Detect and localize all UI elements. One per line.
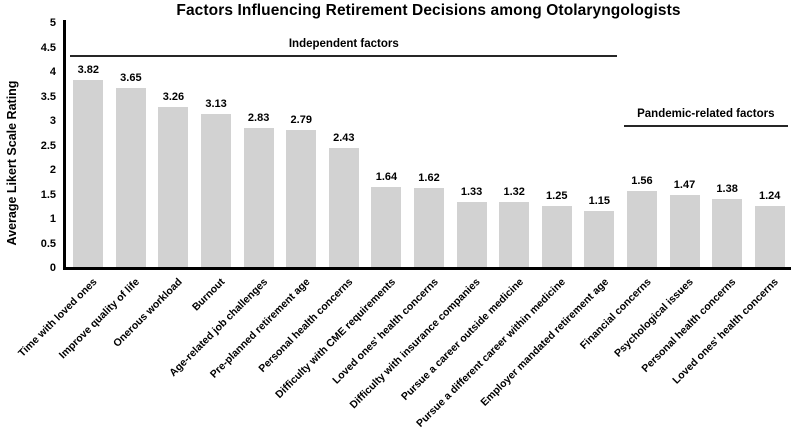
y-tick-label: 0 <box>49 262 56 274</box>
bar <box>669 194 700 267</box>
x-tick-label: Financial concerns <box>577 276 654 352</box>
bar <box>584 210 615 267</box>
y-tick-label: 4 <box>49 66 56 78</box>
bar-value-label: 2.83 <box>247 112 270 125</box>
bar-value-label: 3.65 <box>120 72 142 85</box>
bar-value-label: 1.56 <box>631 174 653 187</box>
y-tick-label: 3 <box>49 115 56 127</box>
bar <box>414 187 444 267</box>
bar <box>201 113 232 267</box>
chart-title: Factors Influencing Retirement Decisions… <box>176 2 681 19</box>
y-tick-label: 2.5 <box>40 139 56 152</box>
bar-value-label: 1.25 <box>546 189 568 202</box>
bar <box>115 88 146 267</box>
group-annotation-line <box>623 125 788 127</box>
bar-value-label: 1.38 <box>716 183 738 196</box>
x-tick-label: Psychological issues <box>612 276 697 360</box>
bar <box>73 79 104 267</box>
bar <box>243 128 274 267</box>
y-tick-label: 2 <box>49 164 56 176</box>
bar <box>286 130 317 267</box>
bar-value-label: 1.33 <box>460 185 483 198</box>
bar-value-label: 3.26 <box>162 91 185 104</box>
bar-value-label: 2.43 <box>333 131 355 144</box>
bar-value-label: 1.64 <box>375 170 398 183</box>
x-tick-label: Time with loved ones <box>16 276 100 360</box>
bar <box>456 201 487 267</box>
bar <box>371 186 402 267</box>
bar-value-label: 1.62 <box>418 171 440 184</box>
bar-value-label: 1.32 <box>503 186 525 199</box>
bar <box>499 202 530 267</box>
bar <box>712 199 743 267</box>
y-tick-label: 1 <box>49 213 56 225</box>
bar-value-label: 1.47 <box>673 178 696 191</box>
bar <box>541 205 572 267</box>
group-annotation-label: Independent factors <box>288 38 399 50</box>
y-tick-label: 5 <box>49 17 56 29</box>
bar <box>754 206 785 267</box>
x-axis-line <box>63 267 791 270</box>
y-tick-label: 3.5 <box>40 90 56 103</box>
group-annotation-label: Pandemic-related factors <box>637 108 775 120</box>
x-tick-label: Pursue a different career within medicin… <box>414 276 569 430</box>
y-tick-label: 1.5 <box>40 188 56 201</box>
y-axis-line <box>63 20 66 270</box>
x-tick-label: Burnout <box>190 276 228 314</box>
group-annotation-line <box>70 55 618 57</box>
y-tick-label: 4.5 <box>40 41 56 54</box>
bar-value-label: 3.13 <box>205 97 227 110</box>
bar <box>328 147 359 267</box>
bar-value-label: 2.79 <box>290 114 312 127</box>
bar-value-label: 1.15 <box>588 194 611 207</box>
bar-value-label: 3.82 <box>77 63 99 76</box>
y-tick-label: 0.5 <box>40 237 56 250</box>
bar-value-label: 1.24 <box>758 190 781 203</box>
bar <box>158 107 189 267</box>
x-tick-label: Improve quality of life <box>57 276 143 362</box>
bar <box>626 190 657 267</box>
